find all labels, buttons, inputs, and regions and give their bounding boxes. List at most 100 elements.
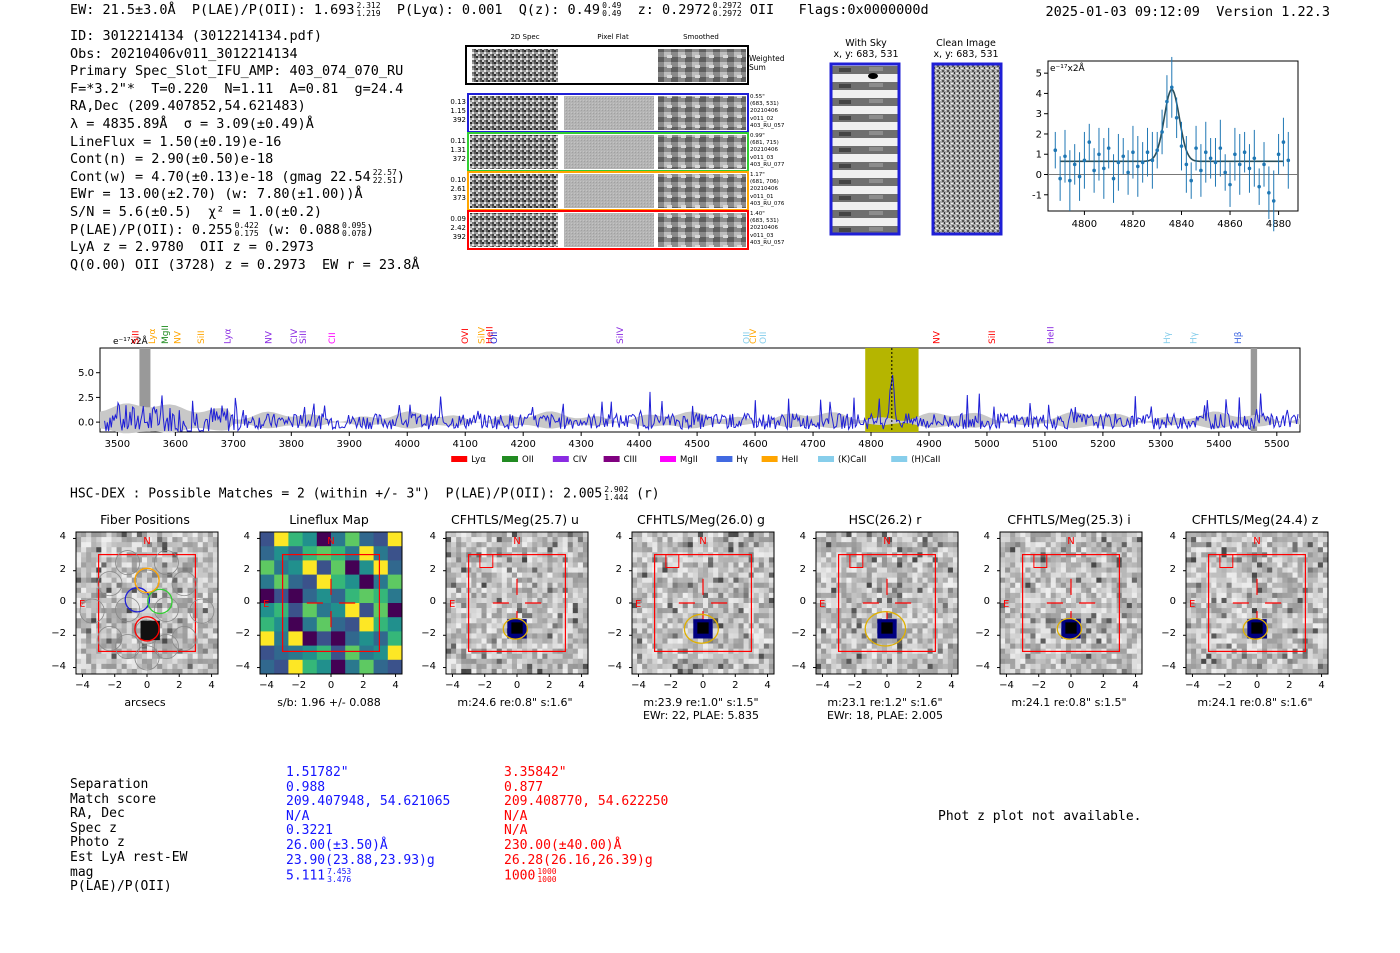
cutout-pixel [816, 623, 822, 629]
cutout-pixel [1010, 537, 1016, 543]
cutout-pixel [637, 592, 643, 599]
cutout-pixel [821, 542, 827, 548]
cutout-pixel [846, 613, 852, 619]
cutout-pixel [1186, 562, 1192, 568]
cutout-pixel [1096, 547, 1102, 553]
clean-image [931, 62, 1003, 236]
cutout-pixel [1045, 653, 1052, 660]
cutout-pixel [657, 668, 663, 675]
cutout-pixel [1076, 663, 1082, 670]
cutout-pixel [1000, 542, 1006, 548]
cutout-pixel [1020, 542, 1026, 548]
cutout-pixel [922, 537, 928, 543]
cutout-pixel [582, 572, 589, 579]
cutout-pixel [106, 633, 112, 639]
cutout-pixel [632, 648, 638, 655]
cutout-pixel [692, 643, 699, 650]
cutout-pixel [466, 653, 472, 660]
cutout-pixel [743, 577, 750, 584]
cutout-pixel [126, 628, 133, 634]
cutout-pixel [861, 537, 868, 543]
cutout-pixel [763, 663, 770, 670]
cutout-pixel [1236, 532, 1243, 538]
cutout-pixel [101, 562, 107, 568]
cutout-pixel [481, 638, 487, 644]
cutout-pixel [1251, 643, 1258, 650]
cutout-pixel [106, 618, 112, 624]
cutout-pixel [141, 608, 148, 614]
cutout-pixel [1071, 557, 1077, 563]
cutout-pixel [1055, 668, 1062, 675]
cutout-pixel [1000, 532, 1006, 538]
cutout-pixel [682, 572, 689, 579]
cutout-pixel [723, 613, 729, 619]
cutout-pixel [496, 628, 503, 634]
cutout-pixel [1226, 532, 1233, 538]
cutout-pixel [1035, 623, 1041, 629]
cutout-pixel [907, 638, 913, 644]
cutout-pixel [1010, 608, 1016, 614]
cutout-pixel [167, 613, 173, 619]
cutout-pixel [831, 582, 837, 589]
cutout-pixel [841, 582, 847, 589]
cutout-pixel [1050, 623, 1057, 629]
cutout-pixel [81, 552, 87, 558]
lineflux-cell [302, 603, 318, 618]
cutout-pixel [522, 557, 528, 563]
cutout-pixel [527, 532, 533, 538]
cutout-pixel [537, 603, 543, 609]
spec-row-stat: 373 [452, 194, 466, 202]
cutout-pixel [177, 582, 183, 589]
cutout-pixel [476, 633, 482, 639]
cutout-pixel [522, 608, 528, 614]
cutout-pixel [1246, 587, 1253, 594]
zoom-xtick-label: 4860 [1217, 219, 1242, 230]
cutout-pixel [1241, 567, 1248, 573]
spectrum-line-label: OVI [461, 328, 471, 344]
cutout-pixel [202, 567, 209, 573]
cutout-pixel [1015, 648, 1021, 655]
cutout-pixel [567, 557, 574, 563]
cutout-pixel [496, 562, 503, 568]
cutout-pixel [1226, 557, 1233, 563]
lineflux-cell [316, 631, 332, 647]
cutout-pixel [451, 613, 457, 619]
cutout-pixel [451, 587, 457, 594]
cutout-pixel [446, 608, 452, 614]
cutout-pixel [1211, 562, 1217, 568]
spec-row-info-line: 1.17" [750, 172, 765, 178]
cutout-pixel [1216, 577, 1222, 584]
cutout-pixel [1257, 577, 1263, 584]
cutout-pixel [1211, 582, 1217, 589]
cutout-pixel [1040, 577, 1047, 584]
cutout-pixel [753, 658, 760, 665]
cutout-pixel [476, 638, 482, 644]
cutout-pixel [917, 547, 923, 553]
spectrum-xtick-label: 3500 [105, 439, 130, 450]
cutout-pixel [476, 628, 482, 634]
cutout-pixel [486, 567, 493, 573]
cutout-pixel [522, 537, 528, 543]
cutout-pixel [713, 608, 719, 614]
cutout-pixel [501, 603, 508, 609]
cutout-pixel [738, 547, 744, 553]
cutout-pixel [91, 547, 97, 553]
cutout-pixel [202, 562, 209, 568]
spec-row-flat [564, 174, 654, 208]
lineflux-cell [260, 532, 275, 547]
info-primary: Primary Spec_Slot_IFU_AMP: 403_074_070_R… [70, 63, 404, 80]
cutout-pixel [1201, 608, 1207, 614]
cutout-pixel [826, 638, 832, 644]
cutout-pixel [708, 643, 714, 650]
cutout-pixel [511, 542, 518, 548]
cutout-pixel [733, 532, 739, 538]
cutout-pixel [831, 552, 837, 558]
cutout-pixel [743, 643, 750, 650]
cutout-pixel [866, 643, 873, 650]
cutout-pixel [697, 557, 704, 563]
cutout-pixel [753, 547, 760, 553]
cutout-pixel [1126, 537, 1133, 543]
cutout-pixel [1186, 663, 1192, 670]
cutout-pixel [1040, 633, 1047, 639]
